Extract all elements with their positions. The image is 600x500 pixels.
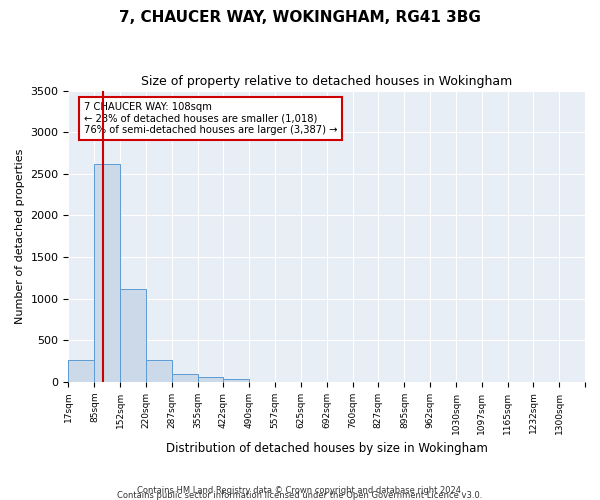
Text: Contains public sector information licensed under the Open Government Licence v3: Contains public sector information licen… (118, 491, 482, 500)
Text: 7, CHAUCER WAY, WOKINGHAM, RG41 3BG: 7, CHAUCER WAY, WOKINGHAM, RG41 3BG (119, 10, 481, 25)
Bar (94, 164, 120, 382)
Bar (223, 379, 250, 382)
Bar (146, 360, 172, 382)
Bar (172, 374, 198, 382)
Bar (198, 377, 223, 382)
X-axis label: Distribution of detached houses by size in Wokingham: Distribution of detached houses by size … (166, 442, 488, 455)
Title: Size of property relative to detached houses in Wokingham: Size of property relative to detached ho… (141, 75, 512, 88)
Text: Contains HM Land Registry data © Crown copyright and database right 2024.: Contains HM Land Registry data © Crown c… (137, 486, 463, 495)
Y-axis label: Number of detached properties: Number of detached properties (15, 148, 25, 324)
Bar (68, 360, 94, 382)
Bar (120, 288, 146, 382)
Text: 7 CHAUCER WAY: 108sqm
← 23% of detached houses are smaller (1,018)
76% of semi-d: 7 CHAUCER WAY: 108sqm ← 23% of detached … (84, 102, 337, 136)
